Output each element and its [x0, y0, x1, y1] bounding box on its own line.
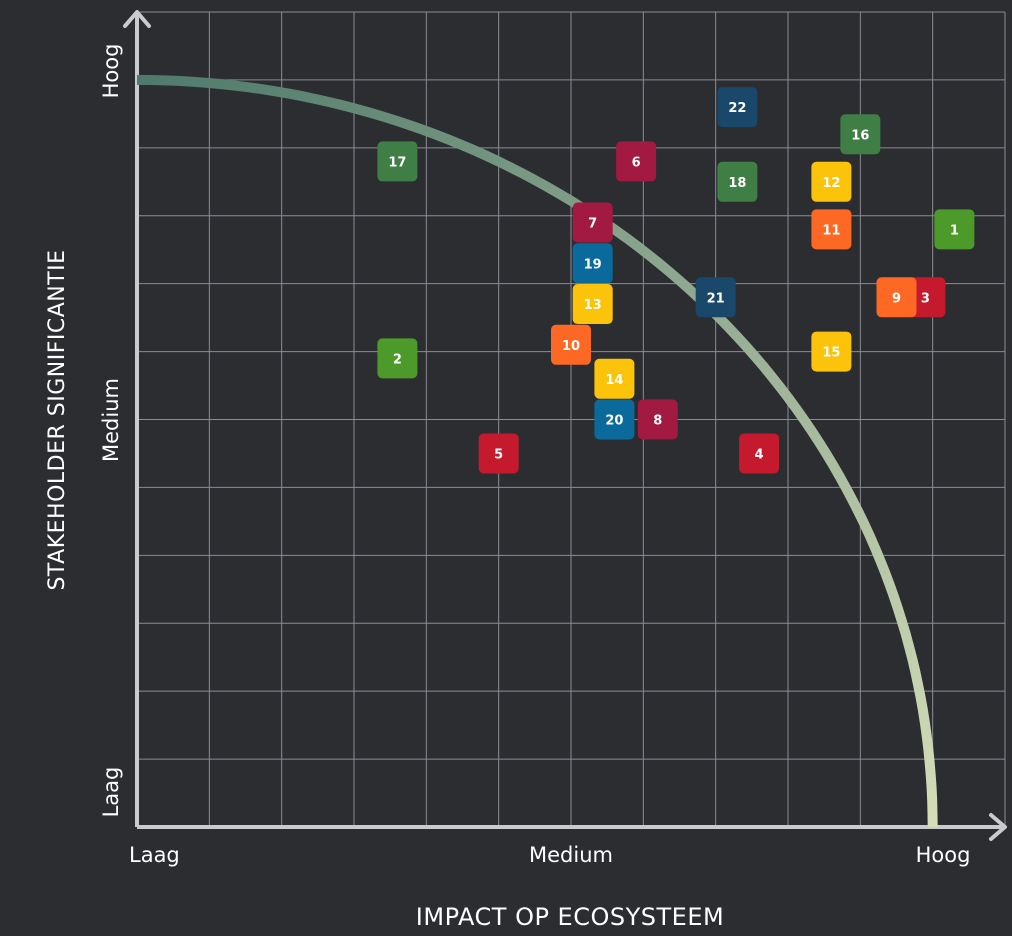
- data-point-label: 7: [588, 217, 597, 232]
- x-tick-label: Medium: [529, 843, 613, 867]
- data-point-marker: [572, 243, 613, 284]
- data-point-marker: [934, 209, 975, 250]
- data-point-label: 13: [584, 298, 602, 313]
- data-point-label: 4: [755, 447, 764, 462]
- data-point-7: 7: [572, 202, 613, 243]
- y-tick-label: Laag: [99, 767, 123, 818]
- data-point-11: 11: [811, 209, 852, 250]
- data-point-20: 20: [594, 399, 635, 440]
- data-point-marker: [739, 433, 780, 474]
- data-point-marker: [594, 399, 635, 440]
- data-point-marker: [811, 331, 852, 372]
- data-point-6: 6: [616, 141, 657, 182]
- data-point-21: 21: [695, 277, 736, 318]
- data-point-marker: [876, 277, 917, 318]
- y-axis-title: STAKEHOLDER SIGNIFICANTIE: [45, 249, 70, 590]
- data-point-marker: [377, 141, 418, 182]
- data-point-marker: [377, 338, 418, 379]
- data-point-2: 2: [377, 338, 418, 379]
- data-point-label: 19: [584, 257, 602, 272]
- data-point-label: 6: [632, 155, 641, 170]
- data-point-marker: [637, 399, 678, 440]
- x-tick-labels: Laag Medium Hoog: [129, 843, 970, 867]
- data-point-marker: [717, 161, 758, 202]
- data-point-marker: [811, 209, 852, 250]
- data-point-19: 19: [572, 243, 613, 284]
- data-point-8: 8: [637, 399, 678, 440]
- data-point-label: 3: [921, 291, 930, 306]
- data-point-10: 10: [551, 324, 591, 365]
- axes: [123, 10, 1007, 841]
- data-point-label: 21: [707, 291, 725, 306]
- data-point-5: 5: [478, 433, 519, 474]
- x-axis-arrow-icon: [989, 813, 1007, 841]
- data-point-label: 11: [822, 223, 840, 238]
- y-tick-labels: Laag Medium Hoog: [99, 44, 123, 818]
- x-axis-title: IMPACT OP ECOSYSTEEM: [416, 903, 724, 931]
- y-tick-label: Medium: [99, 378, 123, 462]
- data-point-1: 1: [934, 209, 975, 250]
- data-point-marker: [717, 87, 758, 128]
- data-point-marker: [616, 141, 657, 182]
- data-point-17: 17: [377, 141, 418, 182]
- data-point-4: 4: [739, 433, 780, 474]
- data-point-marker: [572, 202, 613, 243]
- data-point-label: 15: [822, 346, 840, 361]
- data-point-14: 14: [594, 358, 635, 399]
- data-point-15: 15: [811, 331, 852, 372]
- x-tick-label: Laag: [129, 843, 180, 867]
- data-point-label: 22: [728, 101, 746, 116]
- data-point-9: 9: [876, 277, 917, 318]
- data-point-label: 16: [851, 128, 869, 143]
- data-point-marker: [594, 358, 635, 399]
- data-point-label: 18: [728, 176, 746, 191]
- x-tick-label: Hoog: [916, 843, 971, 867]
- data-point-22: 22: [717, 87, 758, 128]
- y-tick-label: Hoog: [99, 44, 123, 99]
- data-point-label: 2: [393, 352, 402, 367]
- data-point-label: 17: [388, 155, 406, 170]
- y-axis-arrow-icon: [123, 10, 151, 28]
- data-point-label: 10: [562, 339, 580, 354]
- data-point-marker: [551, 324, 591, 365]
- data-point-marker: [840, 114, 881, 155]
- data-point-13: 13: [572, 284, 613, 325]
- data-point-16: 16: [840, 114, 881, 155]
- data-point-marker: [478, 433, 519, 474]
- data-point-marker: [572, 284, 613, 325]
- data-point-label: 9: [892, 291, 901, 306]
- data-point-label: 20: [605, 414, 623, 429]
- data-point-marker: [695, 277, 736, 318]
- data-point-12: 12: [811, 161, 852, 202]
- data-point-label: 14: [605, 373, 623, 388]
- data-point-marker: [811, 161, 852, 202]
- data-point-label: 1: [950, 223, 959, 238]
- data-point-label: 12: [822, 176, 840, 191]
- data-point-18: 18: [717, 161, 758, 202]
- data-point-label: 5: [494, 447, 503, 462]
- data-point-label: 8: [653, 414, 662, 429]
